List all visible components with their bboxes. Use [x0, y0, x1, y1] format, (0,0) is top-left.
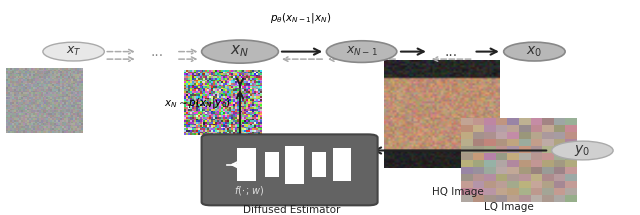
Text: ...: ...: [445, 45, 458, 59]
Text: $p_\theta(x_{N-1}|x_N)$: $p_\theta(x_{N-1}|x_N)$: [269, 11, 331, 25]
Text: Diffused Estimator: Diffused Estimator: [243, 205, 340, 215]
Ellipse shape: [202, 40, 278, 63]
FancyBboxPatch shape: [202, 134, 378, 205]
Text: $x_N$: $x_N$: [230, 44, 250, 60]
Bar: [285, 146, 304, 184]
Text: $x_{N-1}$: $x_{N-1}$: [346, 45, 378, 58]
Text: LQ Image: LQ Image: [484, 203, 534, 212]
Text: $x_T$: $x_T$: [66, 45, 81, 58]
Text: $y_0$: $y_0$: [574, 143, 591, 158]
Ellipse shape: [552, 141, 613, 160]
Ellipse shape: [43, 42, 104, 61]
Ellipse shape: [326, 41, 397, 62]
Text: ...: ...: [150, 45, 163, 59]
Bar: [312, 152, 326, 177]
Text: $x_N{\sim}p(x_N|y_0)$: $x_N{\sim}p(x_N|y_0)$: [164, 96, 230, 110]
Text: $f(\cdot\,;w)$: $f(\cdot\,;w)$: [234, 184, 264, 197]
Bar: [237, 148, 256, 181]
Text: $x_0$: $x_0$: [526, 45, 543, 59]
Bar: [333, 148, 351, 181]
Text: HQ Image: HQ Image: [432, 187, 483, 197]
Ellipse shape: [504, 42, 565, 61]
Bar: [265, 152, 279, 177]
